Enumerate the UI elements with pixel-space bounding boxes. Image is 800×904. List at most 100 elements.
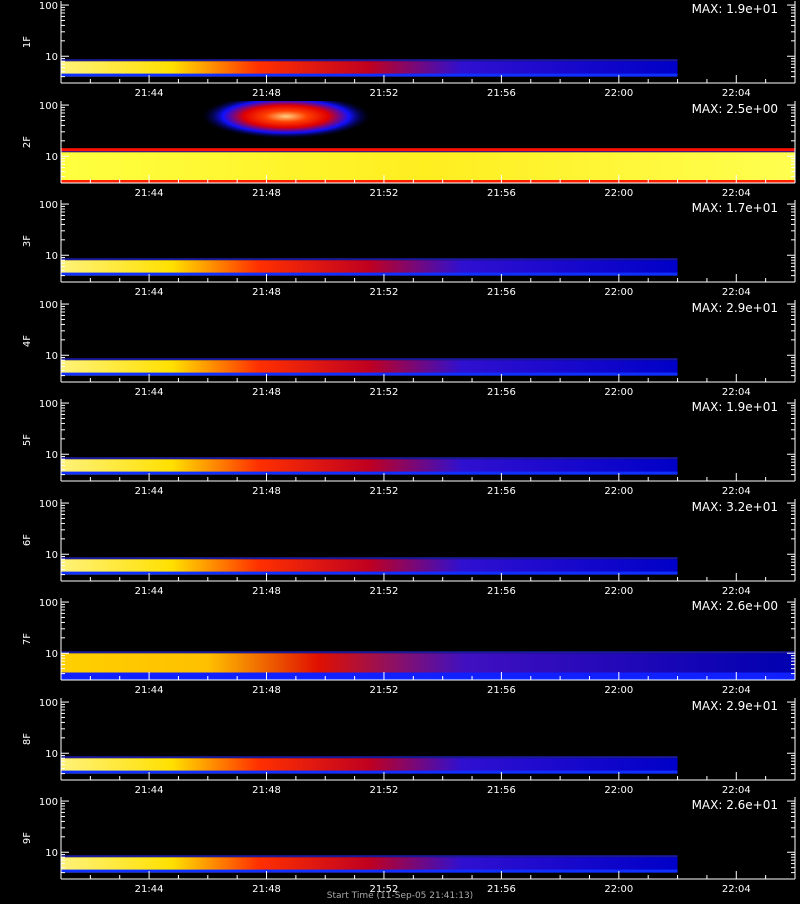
y-tick-label-4F: 100 bbox=[39, 300, 58, 311]
panel-plot-5F bbox=[61, 457, 678, 475]
panel-label-1F: 1F bbox=[22, 36, 33, 48]
panel-label-8F: 8F bbox=[22, 733, 33, 745]
panel-label-7F: 7F bbox=[22, 633, 33, 645]
panel-label-6F: 6F bbox=[22, 534, 33, 546]
x-tick-label-6F: 21:48 bbox=[252, 586, 281, 597]
x-tick-label-8F: 21:48 bbox=[252, 785, 281, 796]
band-lower-edge-2F bbox=[61, 180, 795, 183]
max-label-4F: MAX: 2.9e+01 bbox=[692, 301, 778, 315]
band-lower-edge-5F bbox=[61, 471, 678, 475]
max-label-9F: MAX: 2.6e+01 bbox=[692, 798, 778, 812]
x-tick-label-3F: 21:48 bbox=[252, 287, 281, 298]
panel-plot-8F bbox=[61, 756, 678, 774]
x-tick-label-4F: 21:44 bbox=[135, 387, 164, 398]
x-tick-label-5F: 22:04 bbox=[722, 486, 751, 497]
x-tick-label-1F: 21:44 bbox=[135, 88, 164, 99]
max-label-5F: MAX: 1.9e+01 bbox=[692, 400, 778, 414]
max-label-3F: MAX: 1.7e+01 bbox=[692, 201, 778, 215]
x-tick-label-9F: 21:48 bbox=[252, 884, 281, 895]
panel-label-2F: 2F bbox=[22, 136, 33, 148]
x-tick-label-9F: 21:56 bbox=[487, 884, 516, 895]
band-upper-edge-8F bbox=[61, 756, 678, 759]
max-label-1F: MAX: 1.9e+01 bbox=[692, 2, 778, 16]
panel-plot-7F bbox=[61, 651, 795, 680]
band-upper-edge-4F bbox=[61, 358, 678, 361]
y-tick-label-5F: 10 bbox=[45, 450, 58, 461]
y-tick-label-2F: 10 bbox=[45, 152, 58, 163]
band-upper-edge-9F bbox=[61, 855, 678, 858]
x-tick-label-2F: 21:52 bbox=[370, 188, 399, 199]
intensity-band-9F bbox=[61, 857, 678, 873]
x-tick-label-1F: 22:00 bbox=[604, 88, 633, 99]
x-tick-label-7F: 21:44 bbox=[135, 685, 164, 696]
x-tick-label-2F: 21:56 bbox=[487, 188, 516, 199]
band-upper-edge-5F bbox=[61, 457, 678, 460]
panel-1F: 10 100 21:44 21:48 21:52 21:56 22:00 22:04 1F MAX… bbox=[22, 1, 796, 99]
x-tick-label-8F: 21:44 bbox=[135, 785, 164, 796]
max-label-7F: MAX: 2.6e+00 bbox=[692, 599, 778, 613]
panel-plot-9F bbox=[61, 855, 678, 873]
x-tick-label-7F: 21:52 bbox=[370, 685, 399, 696]
panel-2F: 10 100 21:44 21:48 21:52 21:56 22:00 22:04 2F MAX… bbox=[22, 101, 796, 199]
x-tick-label-5F: 22:00 bbox=[604, 486, 633, 497]
panel-plot-2F bbox=[61, 101, 795, 183]
x-tick-label-4F: 22:00 bbox=[604, 387, 633, 398]
y-tick-label-3F: 100 bbox=[39, 200, 58, 211]
intensity-band-8F bbox=[61, 758, 678, 774]
x-tick-label-7F: 22:00 bbox=[604, 685, 633, 696]
x-tick-label-8F: 21:56 bbox=[487, 785, 516, 796]
x-tick-label-9F: 22:00 bbox=[604, 884, 633, 895]
y-tick-label-3F: 10 bbox=[45, 251, 58, 262]
intensity-band-4F bbox=[61, 360, 678, 376]
x-tick-label-6F: 21:52 bbox=[370, 586, 399, 597]
band-upper-edge-7F bbox=[61, 651, 795, 654]
intensity-band-2F bbox=[61, 152, 795, 183]
panel-label-4F: 4F bbox=[22, 335, 33, 347]
band-upper-edge-6F bbox=[61, 557, 678, 560]
x-tick-label-3F: 22:00 bbox=[604, 287, 633, 298]
panel-5F: 10 100 21:44 21:48 21:52 21:56 22:00 22:04 5F MAX… bbox=[22, 399, 796, 497]
y-tick-label-7F: 10 bbox=[45, 649, 58, 660]
panel-3F: 10 100 21:44 21:48 21:52 21:56 22:00 22:04 3F MAX… bbox=[22, 200, 796, 298]
x-tick-label-9F: 21:44 bbox=[135, 884, 164, 895]
x-tick-label-9F: 22:04 bbox=[722, 884, 751, 895]
y-tick-label-7F: 100 bbox=[39, 598, 58, 609]
y-tick-label-8F: 10 bbox=[45, 749, 58, 760]
x-tick-label-4F: 21:56 bbox=[487, 387, 516, 398]
panel-8F: 10 100 21:44 21:48 21:52 21:56 22:00 22:04 8F MAX… bbox=[22, 698, 796, 796]
band-upper-edge-1F bbox=[61, 59, 678, 62]
band-red-edge-2F bbox=[61, 148, 795, 152]
x-tick-label-5F: 21:52 bbox=[370, 486, 399, 497]
x-tick-label-7F: 21:48 bbox=[252, 685, 281, 696]
y-tick-label-1F: 100 bbox=[39, 1, 58, 12]
x-tick-label-8F: 21:52 bbox=[370, 785, 399, 796]
band-lower-edge-6F bbox=[61, 571, 678, 575]
y-tick-label-8F: 100 bbox=[39, 698, 58, 709]
x-tick-label-3F: 21:56 bbox=[487, 287, 516, 298]
panel-9F: 10 100 21:44 21:48 21:52 21:56 22:00 22:04 9F MAX… bbox=[22, 797, 796, 895]
panel-plot-4F bbox=[61, 358, 678, 376]
panel-plot-3F bbox=[61, 258, 678, 276]
band-lower-edge-9F bbox=[61, 869, 678, 873]
x-tick-label-1F: 21:52 bbox=[370, 88, 399, 99]
y-tick-label-6F: 10 bbox=[45, 550, 58, 561]
panel-4F: 10 100 21:44 21:48 21:52 21:56 22:00 22:04 4F MAX… bbox=[22, 300, 796, 398]
x-tick-label-3F: 21:52 bbox=[370, 287, 399, 298]
panel-plot-1F bbox=[61, 59, 678, 77]
x-tick-label-2F: 21:44 bbox=[135, 188, 164, 199]
band-lower-edge-4F bbox=[61, 372, 678, 376]
x-tick-label-5F: 21:44 bbox=[135, 486, 164, 497]
x-tick-label-2F: 22:04 bbox=[722, 188, 751, 199]
x-tick-label-2F: 21:48 bbox=[252, 188, 281, 199]
y-tick-label-6F: 100 bbox=[39, 499, 58, 510]
x-tick-label-6F: 21:56 bbox=[487, 586, 516, 597]
max-label-6F: MAX: 3.2e+01 bbox=[692, 500, 778, 514]
panel-label-9F: 9F bbox=[22, 832, 33, 844]
x-tick-label-5F: 21:48 bbox=[252, 486, 281, 497]
band-upper-edge-3F bbox=[61, 258, 678, 261]
y-tick-label-5F: 100 bbox=[39, 399, 58, 410]
x-tick-label-6F: 22:00 bbox=[604, 586, 633, 597]
panel-label-5F: 5F bbox=[22, 434, 33, 446]
panel-7F: 10 100 21:44 21:48 21:52 21:56 22:00 22:04 7F MAX… bbox=[22, 598, 796, 696]
x-tick-label-8F: 22:04 bbox=[722, 785, 751, 796]
